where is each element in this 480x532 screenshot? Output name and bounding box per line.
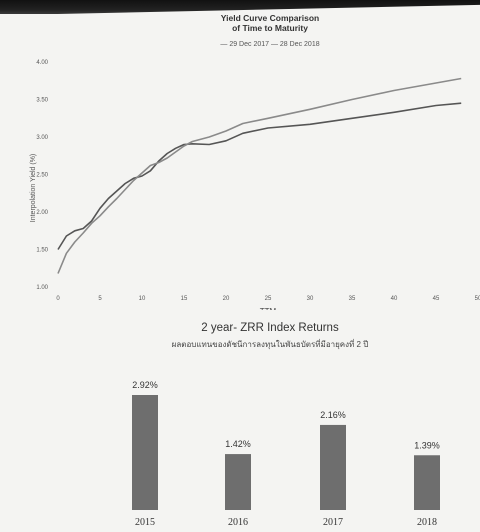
x-tick-label: 35 <box>349 296 356 302</box>
x-tick-label: 30 <box>307 296 314 302</box>
x-tick-label: 5 <box>98 296 102 302</box>
category-label: 2018 <box>417 517 437 528</box>
bar-2017 <box>320 424 346 510</box>
series-line-1 <box>57 102 462 250</box>
category-label: 2016 <box>228 517 248 528</box>
x-tick-label: 45 <box>433 296 440 302</box>
y-tick-label: 2.00 <box>36 210 48 216</box>
y-tick-label: 2.50 <box>36 173 48 179</box>
bar-2016 <box>225 454 251 510</box>
yield-chart-title: Yield Curve Comparison <box>220 13 320 23</box>
x-tick-label: 0 <box>56 296 60 302</box>
x-tick-label: 50 <box>475 296 480 302</box>
y-tick-label: 3.50 <box>36 98 48 104</box>
y-tick-label: 1.00 <box>36 285 48 291</box>
yield-chart-legend: — 29 Dec 2017 — 28 Dec 2018 <box>220 41 320 48</box>
x-tick-label: 10 <box>139 296 146 302</box>
y-tick-label: 4.00 <box>36 60 48 66</box>
yield-curve-chart: 1.00 1.50 2.00 2.50 3.00 3.50 4.00 0 5 10 15 20 25 3… <box>30 60 480 310</box>
bar-value-label: 2.16% <box>320 410 346 420</box>
y-axis-label: Interpolation Yield (%) <box>30 154 37 222</box>
bar-2015 <box>132 395 158 510</box>
x-tick-label: 15 <box>181 296 188 302</box>
category-label: 2017 <box>323 517 343 528</box>
y-tick-label: 3.00 <box>36 135 48 141</box>
yield-chart-subtitle: of Time to Maturity <box>232 23 308 33</box>
bar-value-label: 1.42% <box>225 439 251 449</box>
series-line-2 <box>57 77 462 274</box>
category-label: 2015 <box>135 517 155 528</box>
x-tick-label: 20 <box>223 296 230 302</box>
x-tick-label: 25 <box>265 296 272 302</box>
bar-value-label: 1.39% <box>414 440 440 450</box>
x-axis-label: TTM <box>260 307 277 310</box>
x-tick-label: 40 <box>391 296 398 302</box>
y-tick-label: 1.50 <box>36 248 48 254</box>
returns-chart-title: 2 year- ZRR Index Returns <box>201 322 339 334</box>
bar-2018 <box>414 455 440 510</box>
bar-value-label: 2.92% <box>132 380 158 390</box>
returns-chart-subtitle: ผลตอบแทนของดัชนีการลงทุนในพันธบัตรที่มีอ… <box>171 340 369 349</box>
